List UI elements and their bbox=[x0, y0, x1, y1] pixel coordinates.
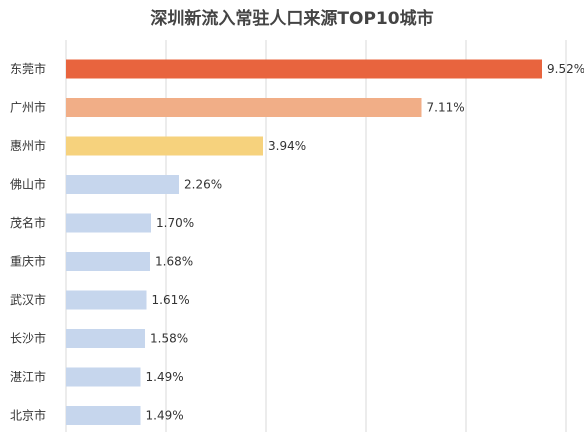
bar-8 bbox=[66, 329, 145, 348]
category-label-9: 湛江市 bbox=[10, 369, 46, 384]
chart-title: 深圳新流入常驻人口来源TOP10城市 bbox=[150, 8, 433, 29]
category-label-1: 东莞市 bbox=[10, 61, 46, 76]
bar-3 bbox=[66, 136, 263, 156]
bar-9 bbox=[66, 367, 141, 387]
value-label-5: 1.70% bbox=[156, 216, 194, 230]
value-label-4: 2.26% bbox=[184, 178, 222, 192]
category-label-7: 武汉市 bbox=[10, 292, 46, 307]
value-label-1: 9.52% bbox=[547, 62, 584, 76]
category-label-4: 佛山市 bbox=[10, 177, 46, 192]
bar-10 bbox=[66, 406, 141, 425]
bar-6 bbox=[66, 252, 150, 271]
value-label-6: 1.68% bbox=[155, 255, 193, 269]
bar-1 bbox=[66, 59, 542, 79]
labels: 东莞市 9.52% 广州市 7.11% 惠州市 3.94% 佛山市 2.26% 茂名市 1.70%… bbox=[10, 61, 584, 423]
category-label-6: 重庆市 bbox=[10, 254, 46, 269]
value-label-8: 1.58% bbox=[150, 332, 188, 346]
value-label-9: 1.49% bbox=[146, 370, 184, 384]
bar-7 bbox=[66, 290, 147, 310]
bar-4 bbox=[66, 175, 179, 194]
value-label-3: 3.94% bbox=[268, 139, 306, 153]
bars bbox=[66, 59, 542, 425]
category-label-3: 惠州市 bbox=[10, 138, 46, 153]
value-label-2: 7.11% bbox=[427, 101, 465, 115]
category-label-5: 茂名市 bbox=[10, 215, 46, 230]
category-label-8: 长沙市 bbox=[10, 331, 46, 346]
category-label-10: 北京市 bbox=[10, 408, 46, 423]
bar-2 bbox=[66, 98, 422, 117]
category-label-2: 广州市 bbox=[10, 100, 46, 115]
value-label-10: 1.49% bbox=[146, 409, 184, 423]
bar-5 bbox=[66, 213, 151, 233]
value-label-7: 1.61% bbox=[152, 293, 190, 307]
